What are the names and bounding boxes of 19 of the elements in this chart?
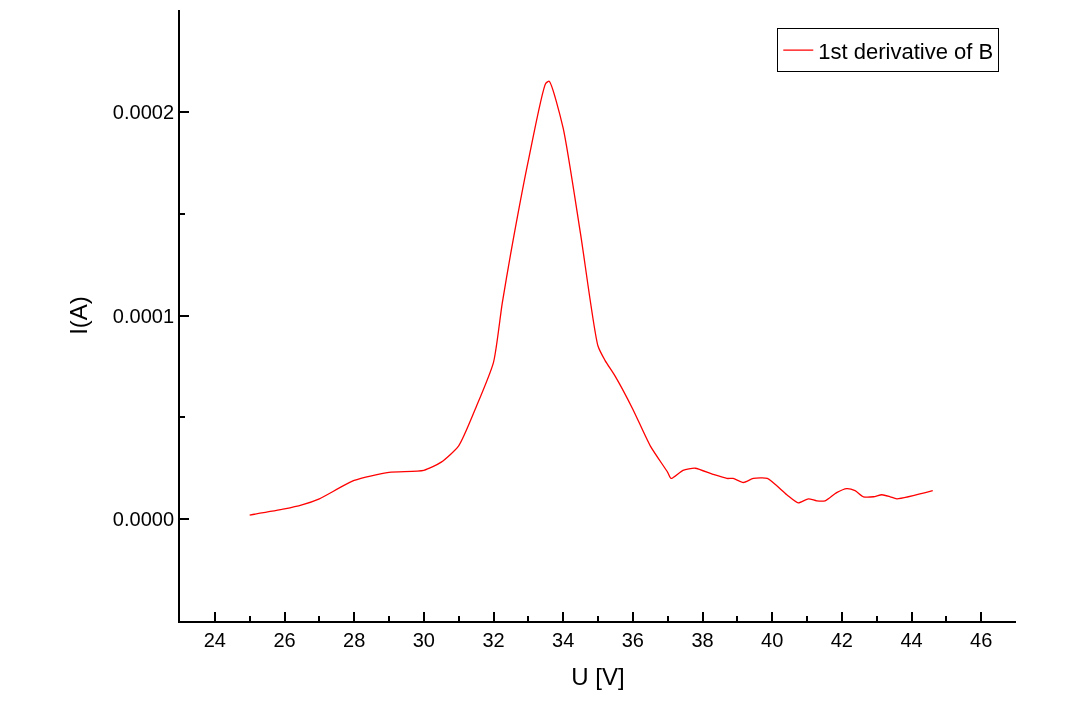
x-tick-label: 24 <box>203 629 226 651</box>
x-tick-label: 32 <box>482 629 505 651</box>
y-axis-title: I(A) <box>65 296 93 335</box>
y-tick-label: 0.0002 <box>112 100 174 123</box>
x-tick-label: 44 <box>900 629 923 651</box>
legend-label: 1st derivative of B <box>818 38 994 64</box>
x-tick-label: 46 <box>970 629 993 651</box>
x-tick-label: 30 <box>412 629 435 651</box>
line-series <box>249 80 934 516</box>
x-tick-label: 38 <box>691 629 714 651</box>
x-tick-label: 36 <box>621 629 644 651</box>
x-axis-title: U [V] <box>571 662 625 690</box>
x-tick-label: 42 <box>830 629 853 651</box>
x-tick-label: 28 <box>343 629 366 651</box>
y-tick-label: 0.0000 <box>112 508 174 531</box>
x-tick-label: 26 <box>273 629 296 651</box>
y-tick-label: 0.0001 <box>112 304 174 327</box>
x-tick-label: 40 <box>761 629 784 651</box>
x-tick-label: 34 <box>552 629 575 651</box>
